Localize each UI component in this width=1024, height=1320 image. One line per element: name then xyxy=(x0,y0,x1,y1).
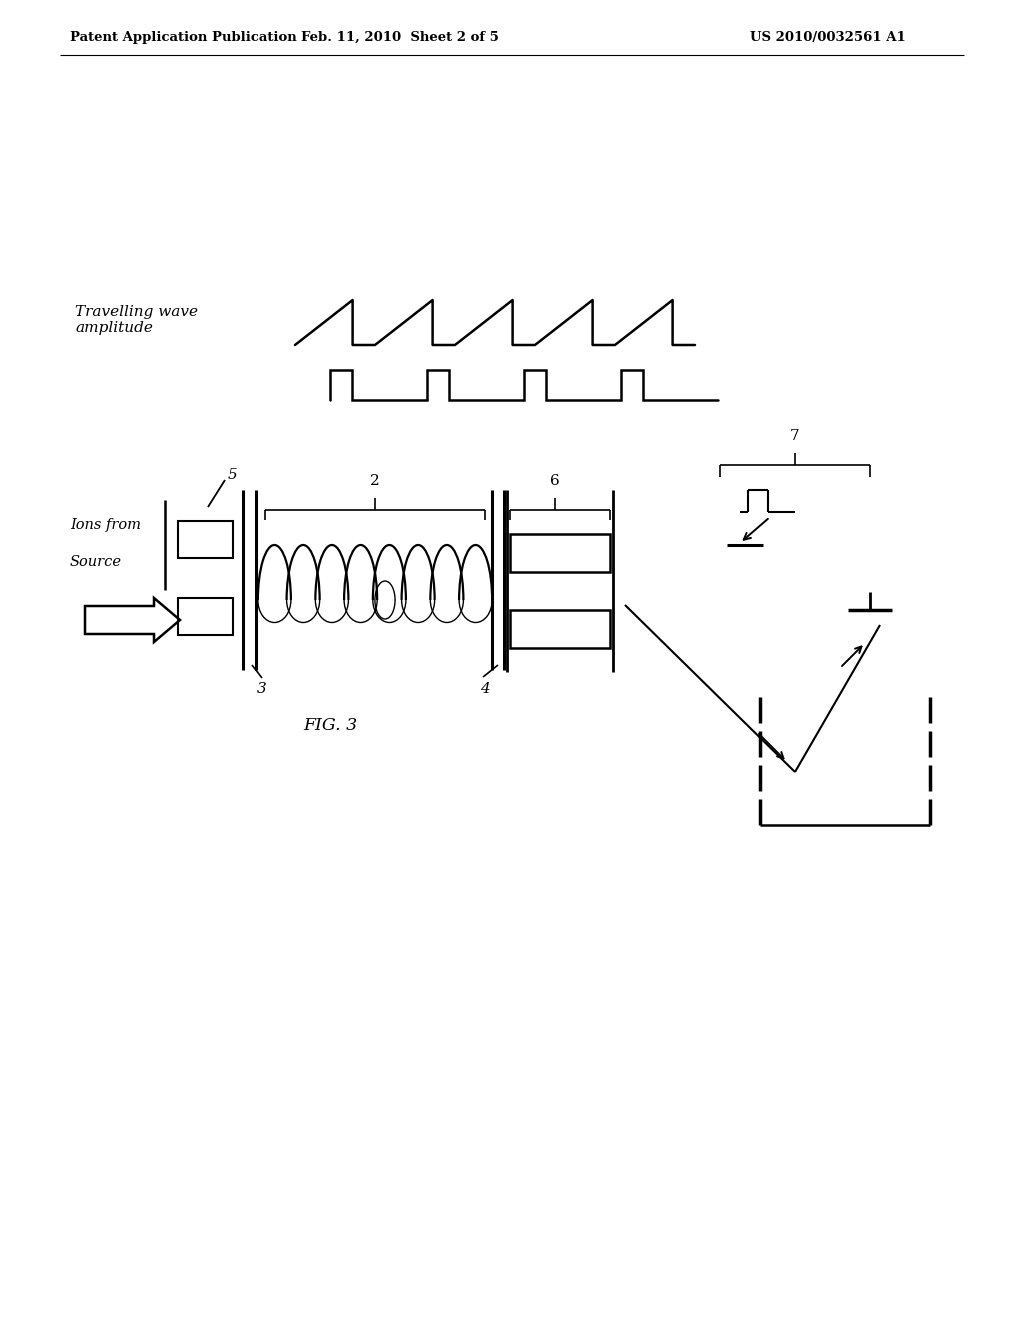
Bar xyxy=(178,598,233,635)
Text: 7: 7 xyxy=(791,429,800,444)
Text: FIG. 3: FIG. 3 xyxy=(303,717,357,734)
Text: US 2010/0032561 A1: US 2010/0032561 A1 xyxy=(750,30,906,44)
Text: Patent Application Publication: Patent Application Publication xyxy=(70,30,297,44)
Text: 2: 2 xyxy=(370,474,380,488)
Bar xyxy=(178,521,233,558)
Bar xyxy=(510,610,610,648)
Bar xyxy=(510,535,610,572)
Text: 3: 3 xyxy=(257,682,266,696)
Text: Travelling wave
amplitude: Travelling wave amplitude xyxy=(75,305,198,335)
Text: 6: 6 xyxy=(550,474,560,488)
Text: Source: Source xyxy=(70,554,122,569)
Text: 4: 4 xyxy=(480,682,489,696)
Text: Feb. 11, 2010  Sheet 2 of 5: Feb. 11, 2010 Sheet 2 of 5 xyxy=(301,30,499,44)
Text: Ions from: Ions from xyxy=(70,517,141,532)
Text: 5: 5 xyxy=(228,469,238,482)
FancyArrow shape xyxy=(85,598,180,642)
